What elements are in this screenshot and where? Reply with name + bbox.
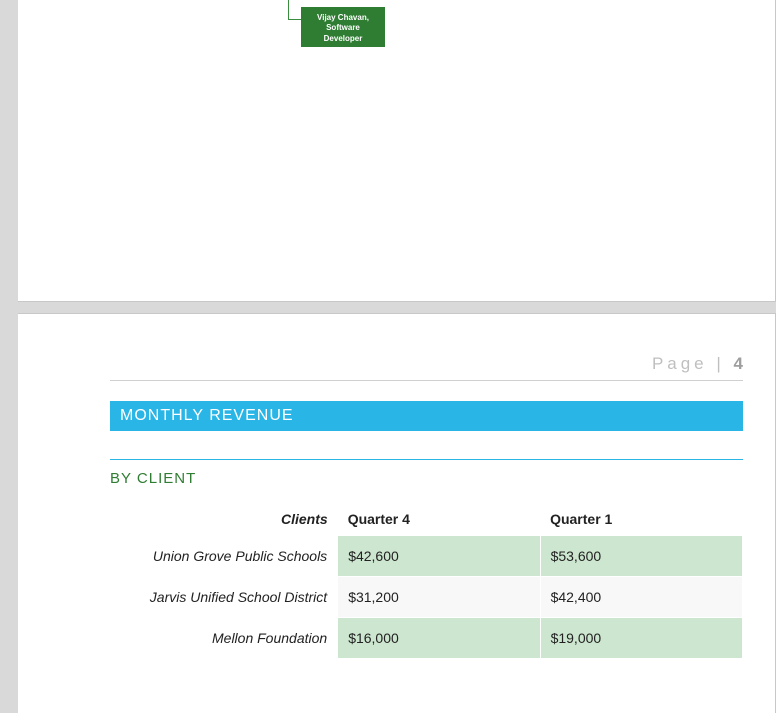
- col-header-clients: Clients: [110, 503, 338, 536]
- col-header-q4: Quarter 4: [338, 503, 540, 536]
- page-2: Page | 4 MONTHLY REVENUE BY CLIENT Clien…: [18, 313, 776, 713]
- org-node-title-1: Software: [305, 23, 381, 33]
- table-row: Union Grove Public Schools $42,600 $53,6…: [110, 536, 743, 577]
- revenue-table: Clients Quarter 4 Quarter 1 Union Grove …: [110, 503, 743, 659]
- client-name: Union Grove Public Schools: [110, 536, 338, 577]
- cell-q4: $16,000: [338, 618, 540, 659]
- client-name: Jarvis Unified School District: [110, 577, 338, 618]
- section-subhead: BY CLIENT: [110, 459, 743, 487]
- section-header: MONTHLY REVENUE: [110, 401, 743, 431]
- page-number-separator: |: [716, 354, 724, 373]
- page-label: Page: [652, 354, 708, 373]
- table-header-row: Clients Quarter 4 Quarter 1: [110, 503, 743, 536]
- page-number: Page | 4: [110, 354, 743, 381]
- table-row: Jarvis Unified School District $31,200 $…: [110, 577, 743, 618]
- org-node-name: Vijay Chavan,: [305, 13, 381, 23]
- cell-q4: $42,600: [338, 536, 540, 577]
- client-name: Mellon Foundation: [110, 618, 338, 659]
- cell-q4: $31,200: [338, 577, 540, 618]
- org-chart-node: Vijay Chavan, Software Developer: [301, 7, 385, 47]
- page-1: Vijay Chavan, Software Developer: [18, 0, 776, 302]
- table-row: Mellon Foundation $16,000 $19,000: [110, 618, 743, 659]
- page-number-value: 4: [734, 354, 743, 373]
- org-node-title-2: Developer: [305, 34, 381, 44]
- cell-q1: $19,000: [540, 618, 742, 659]
- page-2-content: Page | 4 MONTHLY REVENUE BY CLIENT Clien…: [18, 314, 775, 659]
- col-header-q1: Quarter 1: [540, 503, 742, 536]
- cell-q1: $53,600: [540, 536, 742, 577]
- cell-q1: $42,400: [540, 577, 742, 618]
